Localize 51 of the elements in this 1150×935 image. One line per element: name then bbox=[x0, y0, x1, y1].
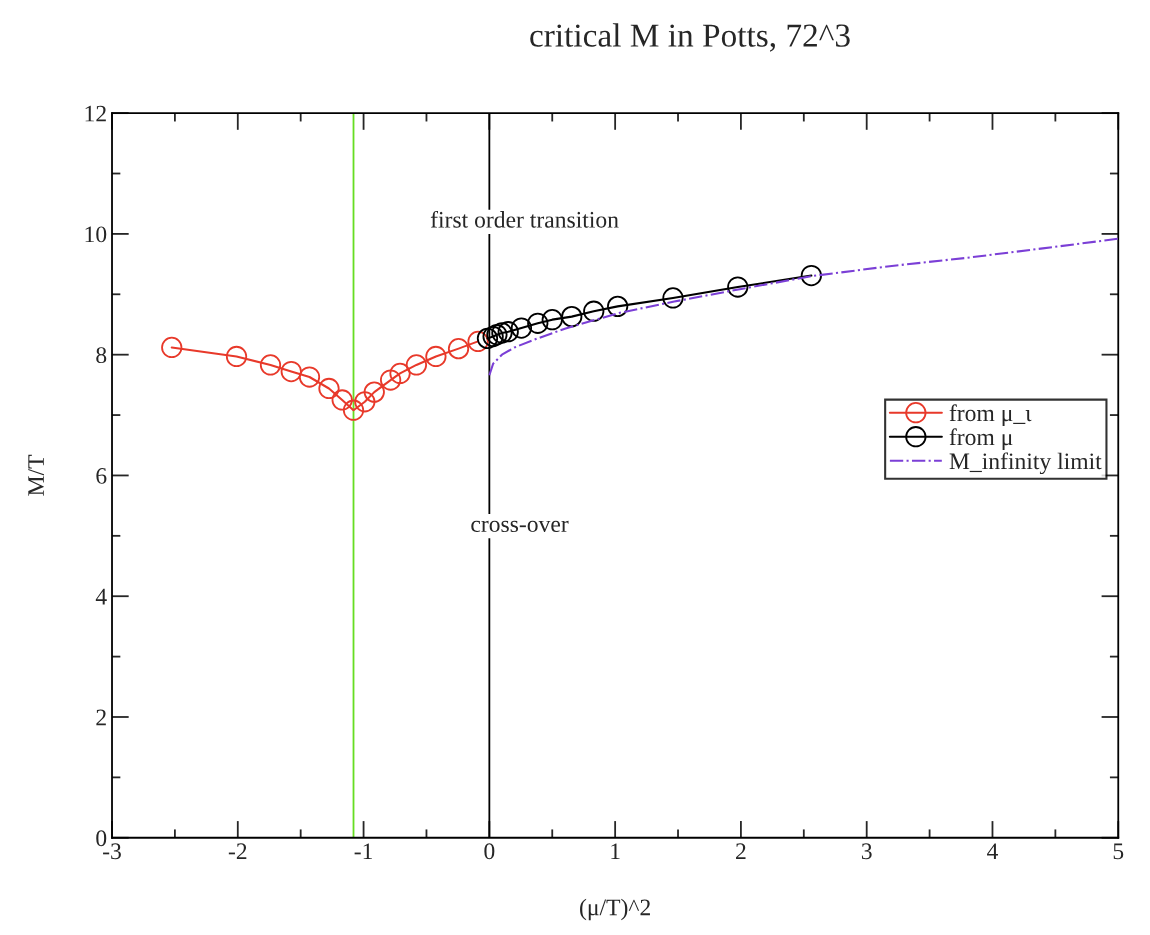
point bbox=[298, 366, 321, 388]
point bbox=[342, 399, 365, 421]
x-tick-label: 5 bbox=[1113, 843, 1124, 860]
point bbox=[331, 389, 353, 411]
point bbox=[405, 354, 428, 376]
annotation: first order transition bbox=[430, 210, 619, 228]
x-tick-label: 1 bbox=[611, 843, 620, 859]
point bbox=[467, 330, 489, 353]
point bbox=[662, 287, 684, 309]
point bbox=[225, 345, 248, 368]
x-tick-label: 2 bbox=[736, 843, 746, 859]
point bbox=[527, 312, 549, 334]
point bbox=[363, 381, 385, 403]
y-tick-label: 8 bbox=[96, 347, 107, 364]
legend-label: from μ_ι bbox=[949, 404, 1032, 426]
x-tick-label: -2 bbox=[228, 843, 247, 859]
y-axis-title: M/T bbox=[28, 454, 45, 496]
point bbox=[800, 264, 822, 287]
y-tick-label: 2 bbox=[96, 709, 106, 726]
legend-label: from μ bbox=[949, 428, 1013, 451]
point bbox=[379, 369, 402, 391]
x-tick-label: 0 bbox=[484, 843, 495, 860]
point bbox=[259, 354, 282, 376]
point bbox=[510, 317, 533, 339]
point bbox=[318, 377, 340, 400]
y-tick-label: 6 bbox=[96, 468, 107, 484]
x-tick-label: 3 bbox=[861, 843, 872, 860]
point bbox=[447, 338, 470, 360]
point bbox=[491, 322, 513, 344]
point bbox=[727, 276, 749, 298]
point bbox=[161, 336, 183, 359]
point bbox=[607, 295, 629, 317]
legend-label: M_infinity limit bbox=[949, 452, 1102, 475]
point bbox=[354, 391, 376, 413]
point bbox=[561, 306, 583, 328]
point bbox=[389, 362, 411, 385]
x-tick-label: -1 bbox=[354, 843, 372, 859]
x-axis-title: (μ/T)^2 bbox=[580, 898, 650, 921]
point bbox=[541, 309, 563, 331]
point bbox=[497, 321, 519, 343]
point bbox=[583, 300, 605, 322]
x-tick-label: 4 bbox=[987, 843, 999, 859]
y-tick-label: 4 bbox=[95, 588, 107, 605]
chart-title: critical M in Potts, 72^3 bbox=[530, 23, 850, 52]
line-series bbox=[488, 237, 1119, 377]
y-tick-label: 12 bbox=[85, 105, 106, 122]
annotation: cross-over bbox=[471, 520, 569, 533]
point bbox=[425, 345, 447, 368]
point bbox=[476, 327, 499, 349]
point bbox=[280, 360, 302, 383]
y-tick-label: 10 bbox=[85, 226, 107, 243]
